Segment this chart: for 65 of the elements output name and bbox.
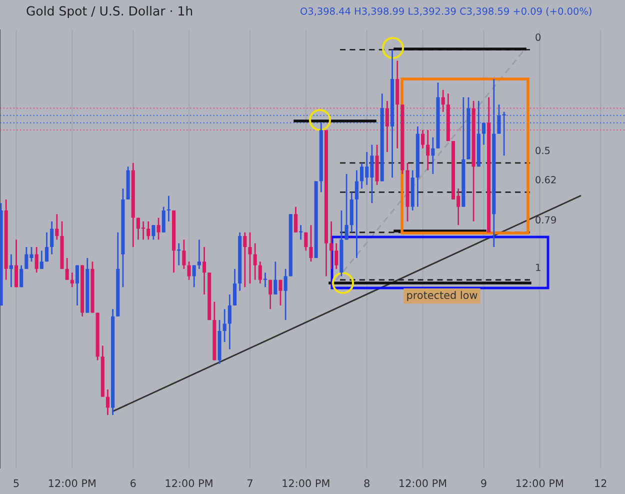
annotation: 0.62	[536, 176, 556, 184]
x-tick-label: 12:00 PM	[516, 479, 563, 488]
x-tick-label: 8	[364, 479, 370, 488]
candlestick	[253, 242, 257, 281]
candlestick	[187, 260, 191, 281]
candlestick	[192, 264, 196, 288]
candlestick	[9, 254, 13, 288]
candlestick	[497, 104, 501, 134]
x-tick-label: 12:00 PM	[282, 479, 330, 488]
candlestick	[162, 206, 166, 234]
candlestick	[50, 220, 54, 255]
candlestick	[248, 232, 252, 284]
x-tick-label: 12	[595, 479, 606, 488]
candlestick	[70, 272, 74, 288]
candlestick	[156, 217, 160, 240]
candlestick	[40, 250, 44, 270]
candlestick	[274, 260, 278, 296]
candlestick	[232, 268, 237, 306]
candlestick	[222, 308, 226, 343]
candlestick	[55, 213, 59, 240]
candlestick	[330, 220, 334, 270]
candlestick	[106, 388, 110, 416]
candlestick	[75, 264, 80, 306]
x-tick-label: 12:00 PM	[400, 479, 446, 488]
x-tick-label: 5	[14, 479, 19, 488]
candlestick	[14, 238, 18, 288]
candlestick	[482, 122, 486, 146]
x-tick-label: 12:00 PM	[166, 479, 212, 488]
candlestick	[152, 224, 156, 240]
candlestick	[258, 260, 262, 284]
candlestick	[309, 224, 313, 262]
candlestick	[334, 242, 338, 270]
candlestick	[146, 220, 150, 240]
candlestick	[243, 232, 247, 288]
annotation: 0.79	[536, 216, 556, 224]
candlestick	[278, 279, 282, 306]
candlestick	[268, 279, 272, 310]
candlestick	[197, 238, 201, 270]
x-tick-label: 12:00 PM	[49, 479, 96, 488]
annotation: 0.5	[536, 146, 550, 154]
x-tick-label: 9	[481, 479, 486, 488]
x-tick-label: 6	[130, 479, 136, 488]
candlestick	[34, 246, 38, 274]
candlestick	[354, 170, 358, 259]
candlestick	[385, 100, 389, 153]
candlestick	[441, 89, 445, 113]
candlestick	[294, 206, 298, 234]
candlestick	[420, 129, 425, 150]
candlestick	[228, 294, 232, 350]
candlestick	[65, 257, 69, 281]
candlestick	[202, 246, 206, 296]
candlestick	[431, 136, 435, 175]
candlestick	[20, 264, 24, 288]
annotation: protected low	[407, 290, 478, 302]
candlestick	[44, 232, 49, 262]
text: 0	[536, 34, 541, 41]
candlestick	[304, 232, 308, 252]
text: O3,398.44 H3,398.99 L3,392.39 C3,398.59 +0.09 (+0.00%)	[300, 7, 592, 16]
x-tick-label: 7	[248, 479, 252, 488]
candlestick	[344, 173, 348, 240]
chart-title: Gold Spot / U.S. Dollar · 1h	[26, 6, 192, 18]
candlestick	[426, 129, 430, 171]
candlestick	[284, 268, 288, 321]
annotation: 1	[536, 264, 540, 271]
candlestick	[182, 238, 186, 270]
